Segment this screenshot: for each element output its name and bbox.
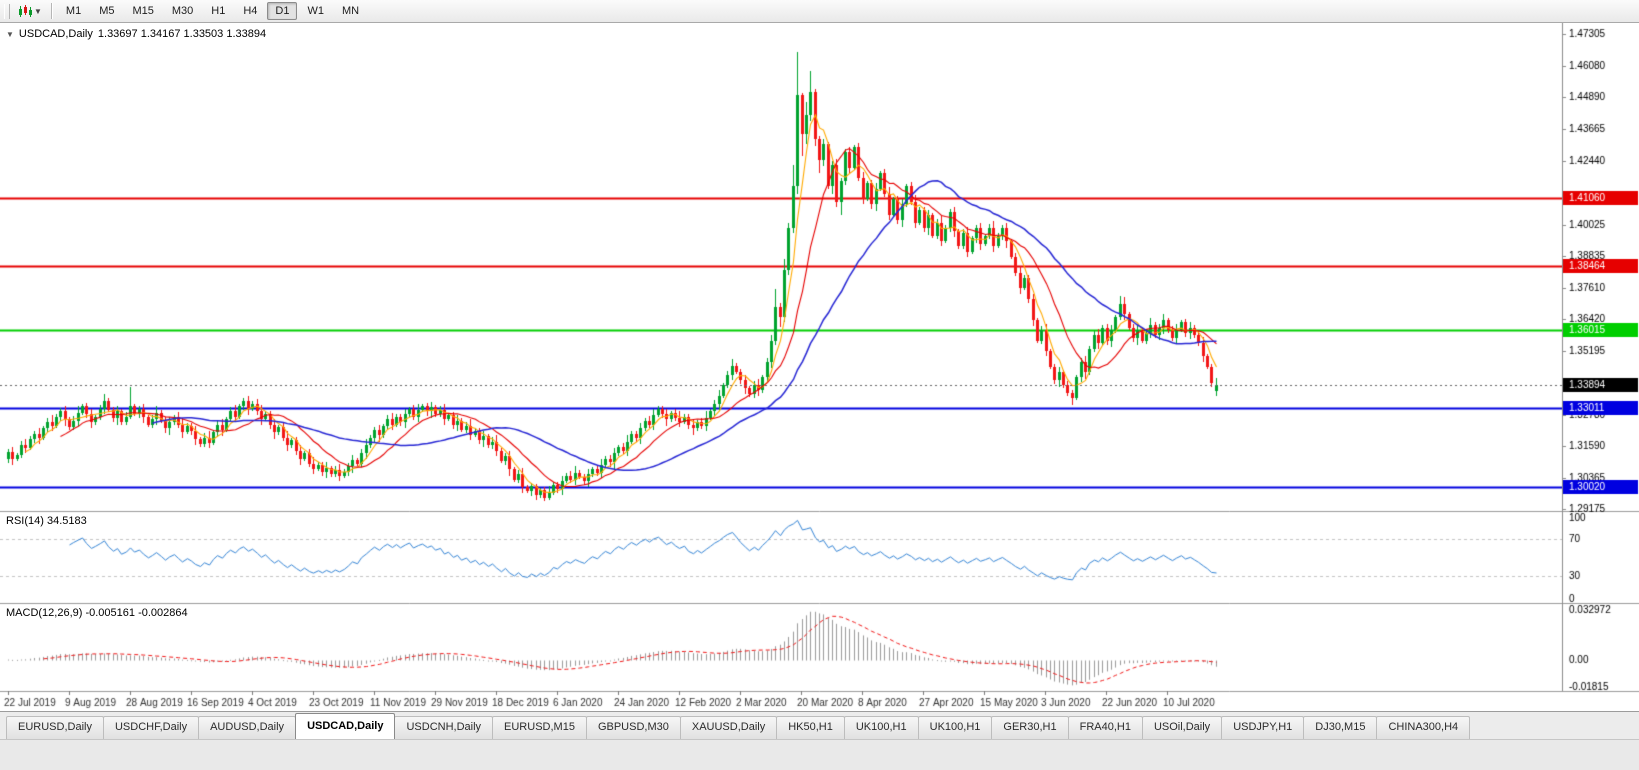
timeframe-button-m30[interactable]: M30 — [164, 2, 201, 20]
chart-tab[interactable]: UK100,H1 — [917, 716, 993, 739]
chart-tab[interactable]: USDJPY,H1 — [1221, 716, 1305, 739]
chart-canvas[interactable] — [0, 23, 1639, 711]
one-click-collapse-icon[interactable]: ▼ — [6, 30, 14, 39]
chart-tab-active[interactable]: USDCAD,Daily — [295, 713, 396, 739]
chart-tab[interactable]: EURUSD,M15 — [492, 716, 587, 739]
chart-type-button[interactable]: ▼ — [14, 3, 46, 20]
candlestick-chart-icon — [19, 4, 32, 17]
timeframe-button-h4[interactable]: H4 — [235, 2, 265, 20]
chart-tab[interactable]: USDCHF,Daily — [102, 716, 200, 739]
chevron-down-icon: ▼ — [34, 6, 42, 16]
chart-tab[interactable]: HK50,H1 — [776, 716, 845, 739]
chart-tabs-bar: EURUSD,Daily USDCHF,Daily AUDUSD,Daily USDC… — [0, 711, 1639, 739]
timeframe-button-m15[interactable]: M15 — [124, 2, 161, 20]
chart-tab[interactable]: AUDUSD,Daily — [198, 716, 297, 739]
chart-tab[interactable]: GBPUSD,M30 — [585, 716, 681, 739]
timeframe-button-m5[interactable]: M5 — [91, 2, 122, 20]
timeframe-button-m1[interactable]: M1 — [58, 2, 89, 20]
chart-tab[interactable]: DJ30,M15 — [1303, 716, 1378, 739]
chart-tab[interactable]: XAUUSD,Daily — [679, 716, 778, 739]
chart-tab[interactable]: USOil,Daily — [1141, 716, 1223, 739]
timeframe-button-w1[interactable]: W1 — [299, 2, 332, 20]
timeframe-button-d1[interactable]: D1 — [267, 2, 298, 20]
chart-tab[interactable]: FRA40,H1 — [1067, 716, 1143, 739]
chart-tab[interactable]: USDCNH,Daily — [394, 716, 494, 739]
timeframe-button-mn[interactable]: MN — [334, 2, 367, 20]
chart-tab[interactable]: CHINA300,H4 — [1376, 716, 1471, 739]
chart-tab[interactable]: EURUSD,Daily — [6, 716, 104, 739]
toolbar-separator — [50, 3, 52, 19]
timeframe-toolbar: ▼ M1 M5 M15 M30 H1 H4 D1 W1 MN — [0, 0, 1639, 23]
chart-tab[interactable]: UK100,H1 — [843, 716, 919, 739]
toolbar-grip[interactable] — [4, 3, 10, 19]
status-bar — [0, 739, 1639, 770]
timeframe-button-h1[interactable]: H1 — [203, 2, 233, 20]
chart-tab[interactable]: GER30,H1 — [991, 716, 1069, 739]
chart-window: ▼ USDCAD,Daily 1.33697 1.34167 1.33503 1.3… — [0, 23, 1639, 711]
